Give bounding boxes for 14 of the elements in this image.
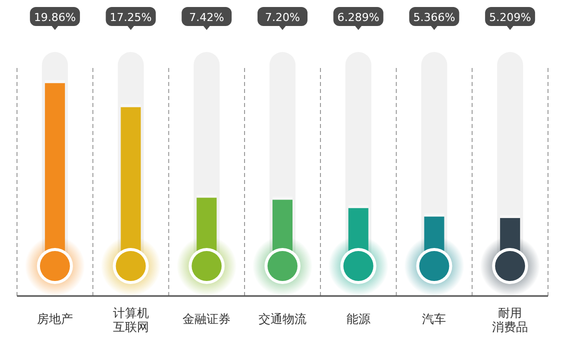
x-tick-label: 汽车 [422, 312, 446, 326]
x-tick-label: 金融证券 [182, 312, 231, 326]
x-tick-label: 耐用消费品 [492, 306, 528, 334]
data-label: 7.20% [265, 11, 300, 24]
data-label: 19.86% [34, 11, 76, 24]
data-label: 5.209% [489, 11, 532, 24]
x-tick-label: 房地产 [36, 312, 73, 326]
data-label: 6.289% [337, 11, 380, 24]
data-label: 5.366% [413, 11, 456, 24]
x-tick-label: 交通物流 [258, 312, 306, 326]
data-label: 7.42% [189, 11, 224, 24]
x-tick-label: 能源 [346, 312, 370, 326]
x-tick-label: 计算机互联网 [112, 306, 149, 334]
data-label: 17.25% [110, 11, 152, 24]
